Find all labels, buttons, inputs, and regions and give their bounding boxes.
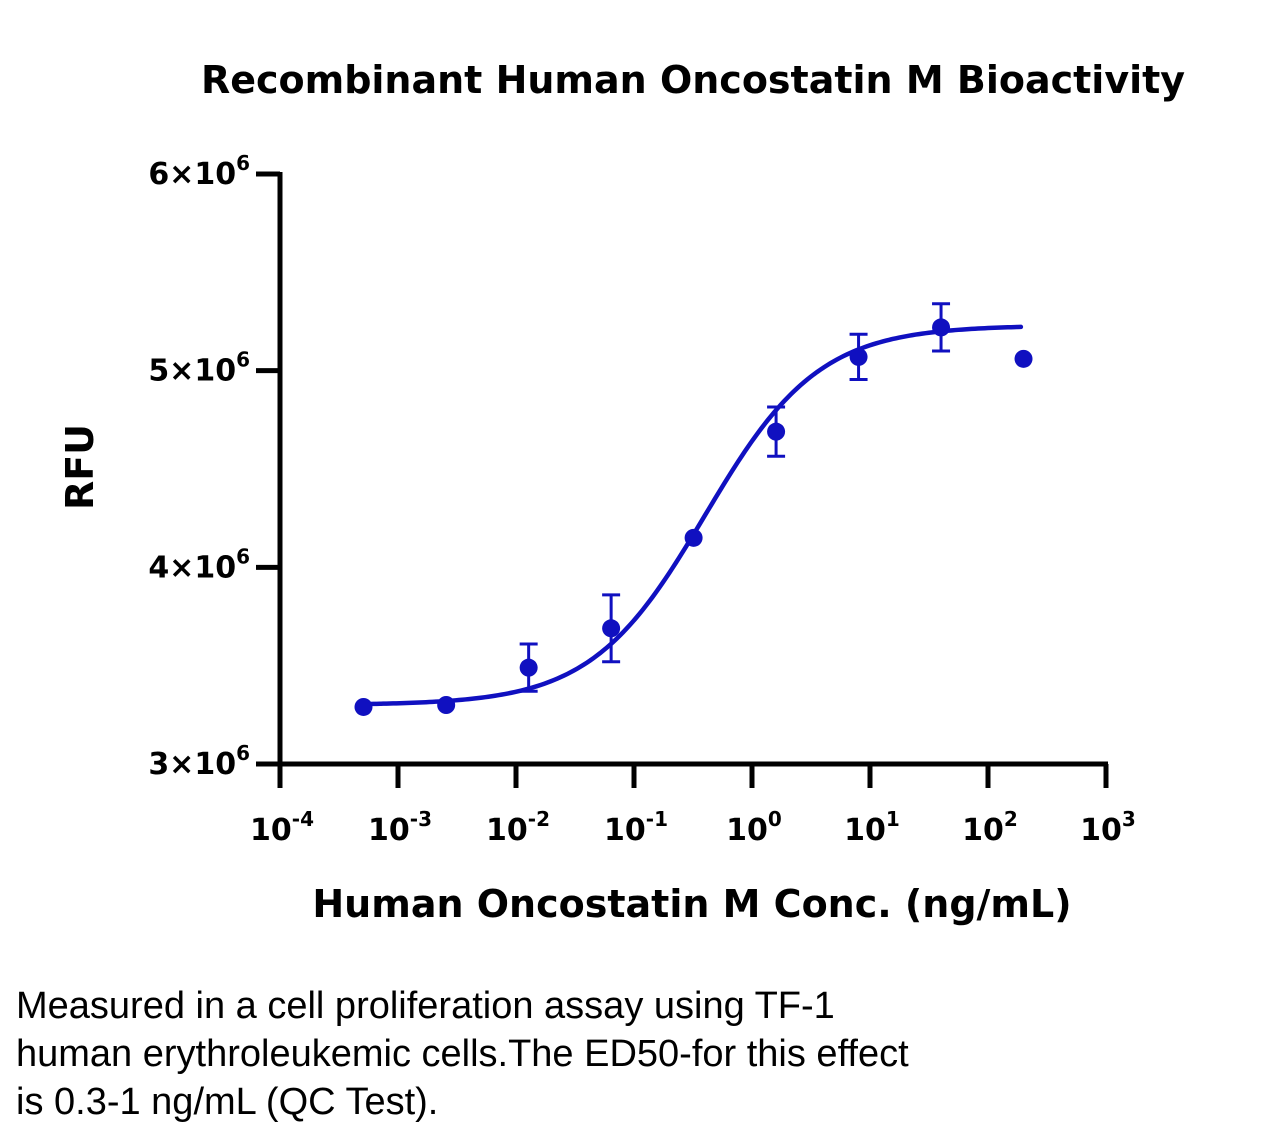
data-point <box>932 302 951 353</box>
y-tick-label: 3×106 <box>148 741 250 782</box>
fit-curve <box>361 324 1024 707</box>
data-point <box>519 642 538 693</box>
x-tick-base: 10 <box>250 813 292 848</box>
x-tick-base: 10 <box>368 813 410 848</box>
fit-curve-layer <box>361 324 1024 707</box>
data-point <box>602 593 621 664</box>
y-tick-mantissa: 4×10 <box>148 550 236 585</box>
x-tick-base: 10 <box>726 813 768 848</box>
x-tick-exponent: 3 <box>1122 807 1136 831</box>
x-tick-base: 10 <box>486 813 528 848</box>
data-point-marker <box>767 422 786 441</box>
data-point <box>354 697 373 716</box>
x-tick-label: 101 <box>844 807 900 848</box>
data-point-marker <box>849 347 868 366</box>
x-tick-label: 10-1 <box>604 807 668 848</box>
y-tick-exponent: 6 <box>236 348 250 372</box>
caption-line-3: is 0.3-1 ng/mL (QC Test). <box>16 1081 439 1123</box>
data-point-marker <box>932 318 951 337</box>
y-tick-exponent: 6 <box>236 741 250 765</box>
x-tick-label: 102 <box>962 807 1018 848</box>
x-tick-exponent: 2 <box>1004 807 1018 831</box>
x-tick-exponent: 1 <box>886 807 900 831</box>
y-tick-exponent: 6 <box>236 151 250 175</box>
data-point <box>1014 349 1033 368</box>
y-axis-label: RFU <box>58 424 102 510</box>
data-point-marker <box>1014 349 1033 368</box>
x-tick-label: 10-2 <box>486 807 550 848</box>
x-tick-exponent: -1 <box>646 807 668 831</box>
axes <box>277 172 1108 767</box>
x-tick-label: 100 <box>726 807 782 848</box>
bioactivity-chart: Recombinant Human Oncostatin M Bioactivi… <box>58 58 1185 926</box>
data-point-marker <box>684 528 703 547</box>
x-tick-base: 10 <box>1080 813 1122 848</box>
x-tick-exponent: 0 <box>768 807 782 831</box>
x-tick-exponent: -3 <box>410 807 432 831</box>
chart-title: Recombinant Human Oncostatin M Bioactivi… <box>201 58 1185 102</box>
x-tick-label: 103 <box>1080 807 1136 848</box>
data-point <box>767 405 786 458</box>
x-tick-exponent: -4 <box>292 807 314 831</box>
y-tick-label: 5×106 <box>148 348 250 389</box>
x-tick-label: 10-4 <box>250 807 314 848</box>
y-tick-label: 4×106 <box>148 544 250 585</box>
data-point <box>437 696 456 714</box>
data-point <box>684 528 703 547</box>
y-tick-exponent: 6 <box>236 544 250 568</box>
caption-line-2: human erythroleukemic cells.The ED50-for… <box>16 1033 909 1075</box>
y-tick-label: 6×106 <box>148 151 250 192</box>
data-point-marker <box>602 619 621 638</box>
data-point-marker <box>354 697 373 716</box>
x-tick-base: 10 <box>844 813 886 848</box>
x-tick-exponent: -2 <box>528 807 550 831</box>
x-tick-base: 10 <box>962 813 1004 848</box>
data-points-layer <box>354 302 1033 716</box>
x-tick-base: 10 <box>604 813 646 848</box>
caption-line-1: Measured in a cell proliferation assay u… <box>16 985 835 1027</box>
data-point <box>849 332 868 382</box>
data-point-marker <box>519 658 538 677</box>
figure-caption: Measured in a cell proliferation assay u… <box>16 982 1246 1126</box>
x-tick-label: 10-3 <box>368 807 432 848</box>
data-point-marker <box>437 696 456 714</box>
x-axis-label: Human Oncostatin M Conc. (ng/mL) <box>312 882 1071 926</box>
y-tick-mantissa: 5×10 <box>148 354 236 389</box>
y-tick-mantissa: 3×10 <box>148 747 236 782</box>
y-tick-mantissa: 6×10 <box>148 157 236 192</box>
